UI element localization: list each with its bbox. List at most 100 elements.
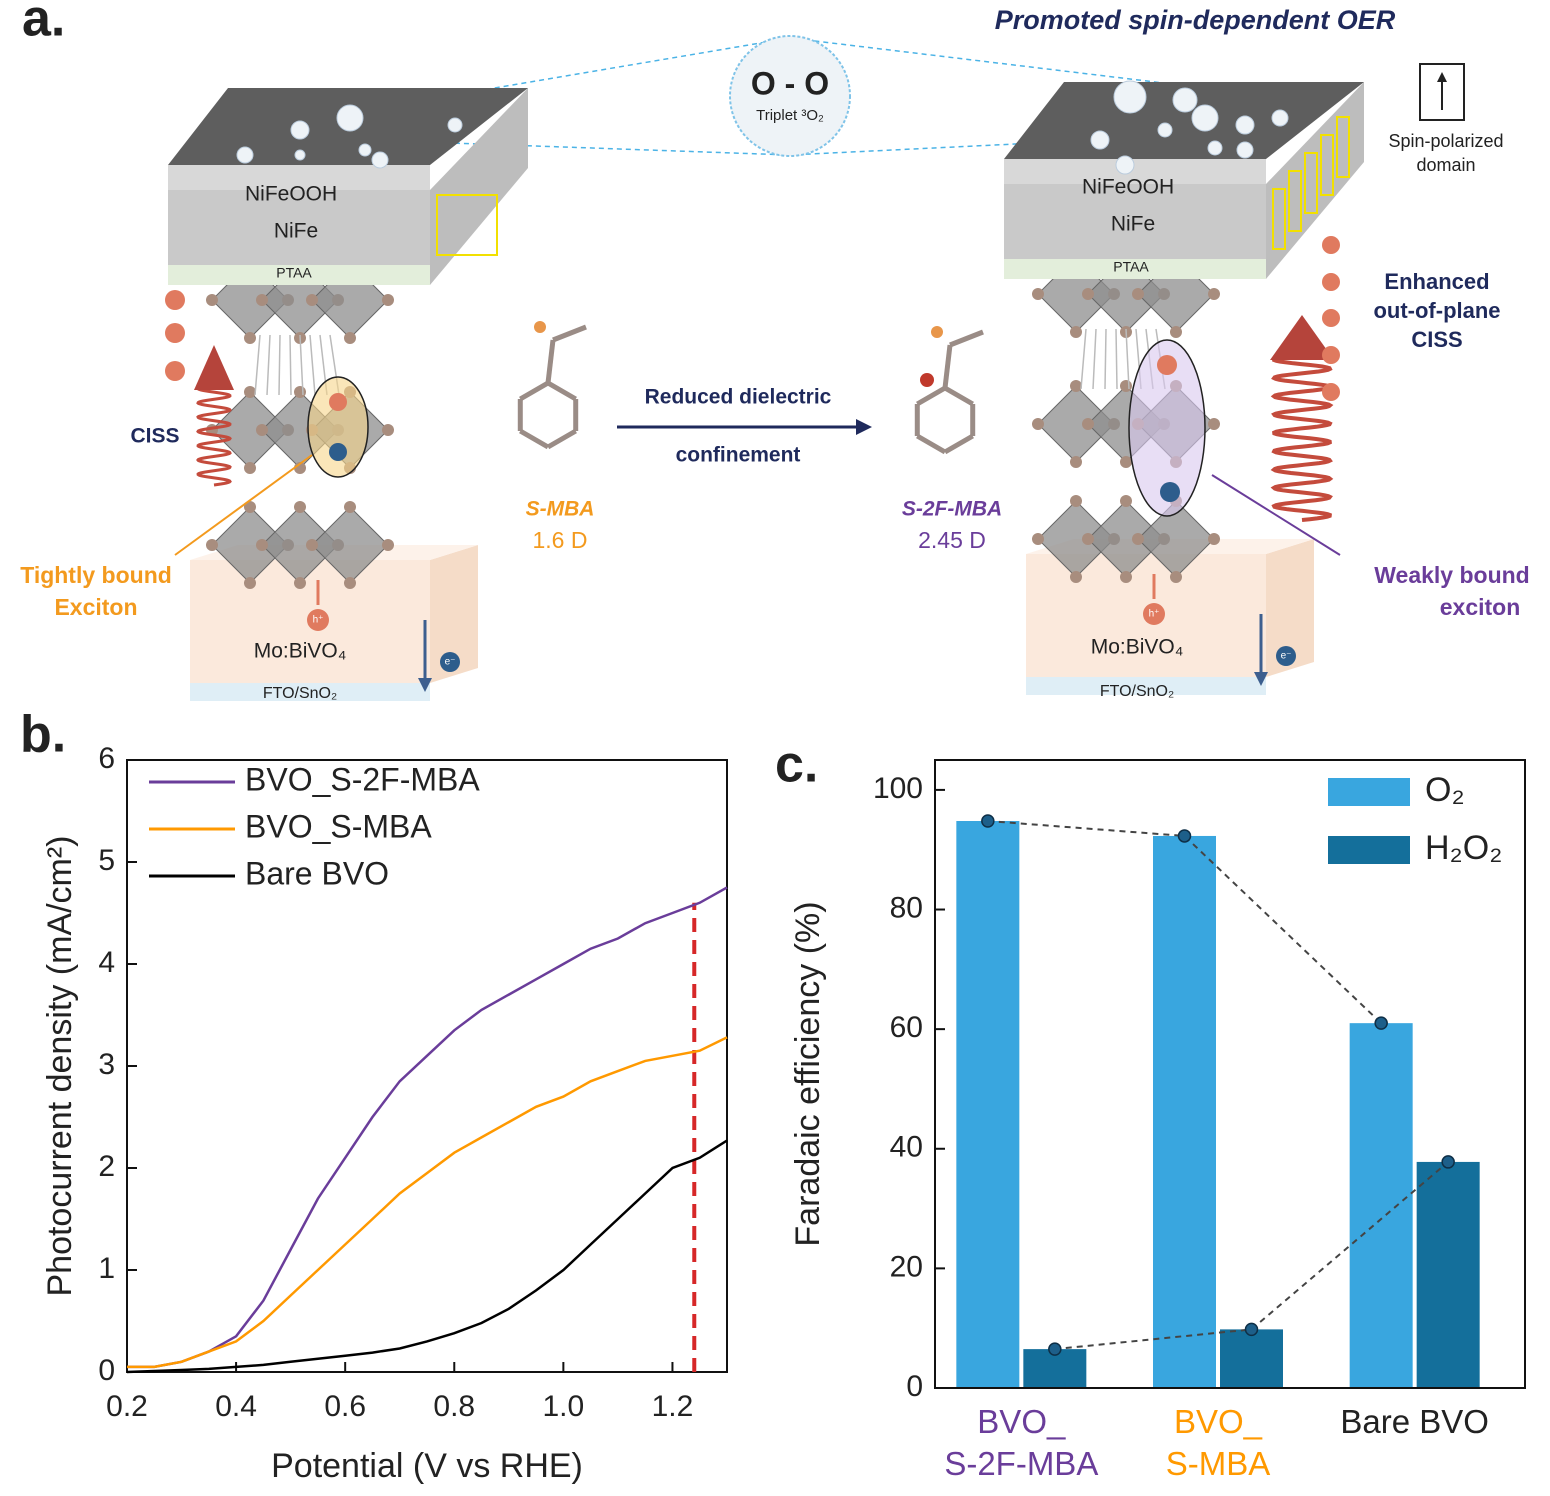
x-tick-label: BVO_ S-MBA	[1166, 1403, 1271, 1482]
atom	[1082, 418, 1094, 430]
series-line	[126, 1139, 728, 1374]
atom	[1132, 288, 1144, 300]
bond	[519, 380, 550, 402]
exciton-label: Weakly bound	[1374, 562, 1530, 588]
atom	[382, 424, 394, 436]
atom	[244, 501, 256, 513]
y-tick-label: 100	[873, 772, 923, 805]
legend-label: BVO_S-MBA	[245, 808, 432, 844]
series-line	[127, 1036, 728, 1369]
spin-domain	[1304, 152, 1318, 214]
legend-label: BVO_S-2F-MBA	[245, 761, 480, 797]
ptaa	[168, 265, 430, 285]
bubble	[336, 104, 364, 132]
bubble	[1236, 141, 1254, 159]
bond	[519, 428, 550, 450]
bubble	[447, 117, 463, 133]
hole	[165, 290, 185, 310]
x-tick-label: 0.2	[106, 1390, 148, 1423]
x-tick-label: 1.2	[652, 1390, 694, 1423]
hole	[165, 323, 185, 343]
bond	[949, 329, 984, 348]
exciton-label: Exciton	[54, 594, 137, 620]
arrow-label: confinement	[676, 444, 801, 467]
legend-swatch	[1328, 836, 1410, 864]
spacer	[1125, 328, 1130, 390]
exciton-pointer	[174, 454, 313, 556]
atom	[294, 386, 306, 398]
atom	[1120, 380, 1132, 392]
y-tick-label: 5	[98, 844, 115, 877]
hole	[329, 393, 347, 411]
molecule-name: S-2F-MBA	[902, 498, 1002, 521]
electron-label: e⁻	[445, 657, 456, 668]
bond	[943, 385, 974, 407]
process-arrow-head	[856, 419, 872, 435]
x-tick-label: Bare BVO	[1340, 1403, 1489, 1440]
ciss-label: CISS	[130, 425, 179, 448]
molecule-s-mba	[517, 321, 587, 450]
x-axis-label: Potential (V vs RHE)	[271, 1447, 583, 1485]
legend-swatch	[1328, 778, 1410, 806]
legend-label: O₂	[1425, 771, 1465, 809]
exciton	[307, 376, 369, 478]
electron	[329, 443, 347, 461]
nitrogen	[534, 321, 546, 333]
molecule-s-2f-mba	[914, 326, 984, 455]
spin-arrow-head	[1437, 72, 1447, 82]
atom	[1120, 571, 1132, 583]
y-axis-label: Faradaic efficiency (%)	[789, 901, 827, 1246]
panel-label: b.	[20, 706, 66, 764]
panel-title: Promoted spin-dependent OER	[995, 5, 1396, 35]
bubble	[294, 149, 306, 161]
electron-path-head	[1254, 672, 1268, 686]
substrate-side	[430, 545, 478, 683]
layer-label: FTO/SnO₂	[263, 685, 337, 702]
y-tick-label: 0	[98, 1354, 115, 1387]
molecule-name: S-MBA	[526, 498, 595, 521]
molecule-dipole: 2.45 D	[918, 527, 986, 553]
nifeooh	[168, 165, 430, 190]
ciss-cone	[194, 345, 234, 390]
bubble	[1115, 155, 1135, 175]
x-tick-label: 0.6	[324, 1390, 366, 1423]
bubble	[371, 151, 389, 169]
x-tick-label: BVO_ S-2F-MBA	[944, 1403, 1098, 1482]
spacer	[1104, 328, 1107, 390]
layer-label: NiFeOOH	[1082, 176, 1174, 199]
layer-label: Mo:BiVO₄	[254, 640, 347, 663]
hole	[307, 609, 329, 631]
bubble-caption: Triplet ³O₂	[756, 107, 824, 124]
spacer	[309, 334, 316, 396]
hole	[1143, 603, 1165, 625]
atom	[294, 501, 306, 513]
ciss-helix	[1270, 353, 1334, 522]
bubble	[1271, 109, 1289, 127]
ciss-label: Enhanced	[1384, 269, 1489, 294]
atom	[1170, 326, 1182, 338]
marker	[1177, 829, 1192, 843]
marker	[1048, 1342, 1062, 1356]
bar	[1220, 1329, 1283, 1388]
atom	[1120, 495, 1132, 507]
bubble	[1157, 122, 1173, 138]
bond	[546, 428, 577, 450]
bond	[916, 385, 947, 407]
atom	[206, 294, 218, 306]
layer-label: NiFeOOH	[245, 183, 337, 206]
electron	[1276, 646, 1296, 666]
spin-domain	[1288, 170, 1302, 232]
bubble	[1113, 80, 1147, 114]
bar	[1349, 1023, 1413, 1388]
hole	[1322, 383, 1340, 401]
marker	[981, 814, 995, 828]
y-tick-label: 1	[98, 1252, 115, 1285]
y-tick-label: 3	[98, 1048, 115, 1081]
atom	[1032, 533, 1044, 545]
exciton-pointer	[1211, 474, 1341, 556]
trend-line	[987, 820, 1382, 1024]
atom	[256, 294, 268, 306]
y-tick-label: 60	[890, 1011, 923, 1044]
spin-domain	[1320, 134, 1334, 196]
spacer	[1115, 328, 1118, 390]
